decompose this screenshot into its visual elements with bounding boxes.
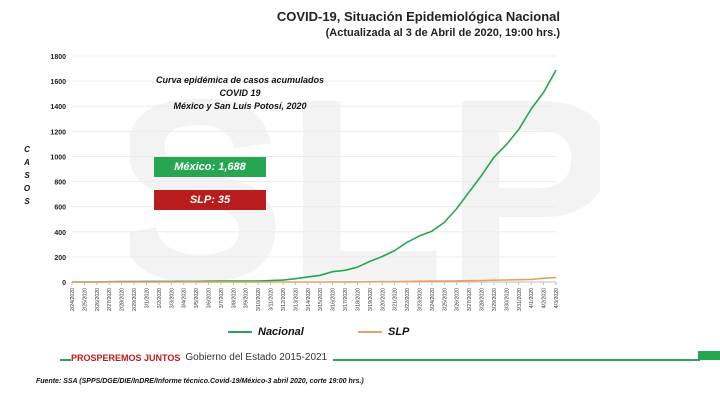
x-tick-label: 3/7/2020 bbox=[219, 288, 225, 308]
footer-government: Gobierno del Estado 2015-2021 bbox=[185, 352, 328, 363]
x-tick-label: 3/24/2020 bbox=[430, 288, 436, 311]
y-tick-label: 1200 bbox=[50, 129, 66, 136]
y-tick-label: 800 bbox=[54, 180, 66, 187]
x-tick-label: 3/29/2020 bbox=[492, 288, 498, 311]
x-axis-ticks: 2/24/2020 2/25/2020 2/26/2020 2/27/2020 2/28… bbox=[70, 282, 560, 311]
x-tick-label: 2/25/2020 bbox=[82, 288, 88, 311]
x-tick-label: 2/26/2020 bbox=[95, 288, 101, 311]
x-tick-label: 3/5/2020 bbox=[194, 288, 200, 308]
y-axis-label-letter: O bbox=[23, 184, 31, 193]
x-tick-label: 2/28/2020 bbox=[120, 288, 126, 311]
y-tick-label: 400 bbox=[54, 230, 66, 237]
x-tick-label: 3/18/2020 bbox=[355, 288, 361, 311]
x-tick-label: 3/15/2020 bbox=[318, 288, 324, 311]
page-subtitle: (Actualizada al 3 de Abril de 2020, 19:0… bbox=[325, 27, 560, 39]
x-tick-label: 3/14/2020 bbox=[306, 288, 312, 311]
x-tick-label: 2/24/2020 bbox=[70, 288, 76, 311]
chart-title: Curva epidémica de casos acumulados COVI… bbox=[150, 74, 330, 113]
x-tick-label: 3/23/2020 bbox=[417, 288, 423, 311]
y-tick-label: 600 bbox=[54, 205, 66, 212]
mexico-total-badge: México: 1,688 bbox=[154, 157, 266, 177]
series-line-slp bbox=[72, 276, 557, 283]
x-tick-label: 3/20/2020 bbox=[380, 288, 386, 311]
legend-swatch-nacional bbox=[228, 331, 252, 333]
x-tick-label: 3/13/2020 bbox=[293, 288, 299, 311]
chart-title-line-2: México y San Luis Potosí, 2020 bbox=[173, 101, 307, 111]
x-tick-label: 2/29/2020 bbox=[132, 288, 138, 311]
y-tick-label: 1600 bbox=[50, 79, 66, 86]
y-tick-label: 1000 bbox=[50, 154, 66, 161]
data-source: Fuente: SSA (SPPS/DGE/DIE/InDRE/Informe … bbox=[36, 378, 364, 385]
chart-series bbox=[72, 69, 557, 283]
footer-branding: PROSPEREMOS JUNTOS Gobierno del Estado 2… bbox=[71, 352, 334, 363]
legend-label-slp: SLP bbox=[388, 326, 410, 338]
y-axis-ticks: 0 200 400 600 800 1000 1200 1400 1600 1800 bbox=[50, 54, 66, 287]
x-tick-label: 4/3/2020 bbox=[554, 288, 560, 308]
x-tick-label: 3/26/2020 bbox=[455, 288, 461, 311]
x-tick-label: 3/2/2020 bbox=[157, 288, 163, 308]
x-tick-label: 3/30/2020 bbox=[504, 288, 510, 311]
x-tick-label: 3/28/2020 bbox=[480, 288, 486, 311]
y-axis-label-letter: A bbox=[24, 158, 30, 167]
x-tick-label: 3/16/2020 bbox=[331, 288, 337, 311]
chart-title-line-1: Curva epidémica de casos acumulados COVI… bbox=[155, 75, 325, 98]
footer-divider bbox=[60, 359, 700, 361]
y-axis-label-letter: C bbox=[24, 145, 30, 154]
x-tick-label: 3/21/2020 bbox=[393, 288, 399, 311]
legend-label-nacional: Nacional bbox=[258, 326, 304, 338]
x-tick-label: 4/2/2020 bbox=[542, 288, 548, 308]
y-tick-label: 1800 bbox=[50, 54, 66, 61]
x-tick-label: 3/4/2020 bbox=[182, 288, 188, 308]
x-tick-label: 3/27/2020 bbox=[467, 288, 473, 311]
legend-item-slp: SLP bbox=[358, 326, 409, 338]
y-axis-label-letter: S bbox=[24, 171, 30, 180]
x-tick-label: 4/1/2020 bbox=[529, 288, 535, 308]
x-tick-label: 3/19/2020 bbox=[368, 288, 374, 311]
x-tick-label: 3/8/2020 bbox=[231, 288, 237, 308]
x-tick-label: 3/22/2020 bbox=[405, 288, 411, 311]
x-tick-label: 3/25/2020 bbox=[442, 288, 448, 311]
x-tick-label: 3/10/2020 bbox=[256, 288, 262, 311]
x-tick-label: 3/11/2020 bbox=[269, 288, 275, 311]
legend-swatch-slp bbox=[358, 331, 382, 333]
y-tick-label: 200 bbox=[54, 255, 66, 262]
x-tick-label: 3/17/2020 bbox=[343, 288, 349, 311]
footer-accent bbox=[698, 351, 720, 360]
y-axis-label-letter: S bbox=[24, 197, 30, 206]
y-tick-label: 1400 bbox=[50, 104, 66, 111]
y-tick-label: 0 bbox=[62, 280, 66, 287]
x-tick-label: 2/27/2020 bbox=[107, 288, 113, 311]
chart-gridlines bbox=[72, 55, 556, 283]
x-tick-label: 3/9/2020 bbox=[244, 288, 250, 308]
footer-slogan: PROSPEREMOS JUNTOS bbox=[71, 352, 181, 363]
x-tick-label: 3/31/2020 bbox=[517, 288, 523, 311]
x-tick-label: 3/6/2020 bbox=[207, 288, 213, 308]
legend-item-nacional: Nacional bbox=[228, 326, 304, 338]
x-tick-label: 3/12/2020 bbox=[281, 288, 287, 311]
slp-total-badge: SLP: 35 bbox=[154, 190, 266, 210]
page-title: COVID-19, Situación Epidemiológica Nacio… bbox=[276, 9, 560, 24]
x-tick-label: 3/3/2020 bbox=[169, 288, 175, 308]
x-tick-label: 3/1/2020 bbox=[144, 288, 150, 308]
